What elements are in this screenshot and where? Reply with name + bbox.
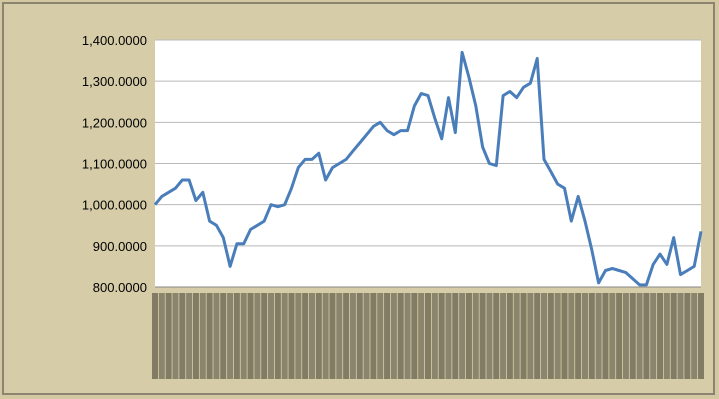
x-tick-label: [452, 293, 459, 379]
x-tick-label: [295, 293, 302, 379]
x-tick-label: [527, 293, 534, 379]
x-tick-label: [506, 293, 513, 379]
x-tick-label: [581, 293, 588, 379]
x-tick-label: [308, 293, 315, 379]
x-tick-label: [254, 293, 261, 379]
x-tick-label: [390, 293, 397, 379]
x-tick-label: [411, 293, 418, 379]
x-tick-label: [165, 293, 172, 379]
x-tick-label: [418, 293, 425, 379]
x-tick-label: [152, 293, 158, 379]
x-tick-label: [541, 293, 548, 379]
x-tick-label: [343, 293, 350, 379]
x-tick-label: [609, 293, 616, 379]
x-tick-label: [315, 293, 322, 379]
x-axis-ticks: [152, 293, 704, 379]
x-tick-label: [622, 293, 629, 379]
x-tick-label: [322, 293, 329, 379]
x-tick-label: [281, 293, 288, 379]
x-tick-label: [268, 293, 275, 379]
x-tick-label: [493, 293, 500, 379]
x-tick-label: [595, 293, 602, 379]
y-tick-label: 1,200.0000: [82, 115, 147, 130]
x-tick-label: [213, 293, 220, 379]
x-tick-label: [691, 293, 698, 379]
x-tick-label: [179, 293, 186, 379]
x-tick-label: [397, 293, 404, 379]
x-tick-label: [377, 293, 384, 379]
x-tick-label: [274, 293, 281, 379]
x-tick-label: [547, 293, 554, 379]
x-tick-label: [677, 293, 684, 379]
series-line: [153, 50, 703, 287]
x-tick-label: [404, 293, 411, 379]
x-tick-label: [192, 293, 199, 379]
x-tick-label: [561, 293, 568, 379]
x-tick-label: [513, 293, 520, 379]
chart-frame: 800.0000 900.0000 1,000.0000 1,100.0000 1,20…: [2, 2, 715, 395]
x-tick-label: [261, 293, 268, 379]
y-tick-label: 800.0000: [93, 280, 147, 295]
y-tick-label: 1,000.0000: [82, 198, 147, 213]
x-tick-label: [575, 293, 582, 379]
x-tick-label: [220, 293, 227, 379]
x-tick-label: [588, 293, 595, 379]
x-tick-label: [636, 293, 643, 379]
x-tick-label: [206, 293, 213, 379]
x-tick-label: [445, 293, 452, 379]
x-tick-label: [602, 293, 609, 379]
x-tick-label: [302, 293, 309, 379]
x-tick-label: [288, 293, 295, 379]
x-tick-label: [520, 293, 527, 379]
x-tick-label: [227, 293, 234, 379]
x-tick-label: [486, 293, 493, 379]
x-tick-label: [363, 293, 370, 379]
x-tick-label: [534, 293, 541, 379]
x-tick-label: [629, 293, 636, 379]
x-tick-label: [199, 293, 206, 379]
x-tick-label: [465, 293, 472, 379]
x-tick-label: [329, 293, 336, 379]
x-tick-label: [643, 293, 650, 379]
x-tick-label: [698, 293, 704, 379]
x-tick-label: [186, 293, 193, 379]
x-tick-label: [663, 293, 670, 379]
x-tick-label: [438, 293, 445, 379]
x-tick-label: [479, 293, 486, 379]
x-tick-label: [657, 293, 664, 379]
x-tick-label: [554, 293, 561, 379]
x-tick-label: [349, 293, 356, 379]
x-tick-label: [616, 293, 623, 379]
y-tick-label: 900.0000: [93, 239, 147, 254]
y-tick-label: 1,100.0000: [82, 157, 147, 172]
y-axis-ticks: 800.0000 900.0000 1,000.0000 1,100.0000 1,20…: [82, 33, 147, 295]
x-tick-label: [233, 293, 240, 379]
line-chart: 800.0000 900.0000 1,000.0000 1,100.0000 1,20…: [82, 33, 704, 379]
y-tick-label: 1,400.0000: [82, 33, 147, 48]
x-tick-label: [356, 293, 363, 379]
x-tick-label: [650, 293, 657, 379]
x-tick-label: [684, 293, 691, 379]
x-tick-label: [240, 293, 247, 379]
gridlines: [155, 39, 701, 288]
x-tick-label: [172, 293, 179, 379]
x-tick-label: [459, 293, 466, 379]
x-tick-label: [670, 293, 677, 379]
x-tick-label: [472, 293, 479, 379]
x-tick-label: [384, 293, 391, 379]
x-tick-label: [568, 293, 575, 379]
x-tick-label: [500, 293, 507, 379]
x-tick-label: [425, 293, 431, 379]
x-tick-label: [247, 293, 254, 379]
x-tick-label: [336, 293, 343, 379]
x-tick-label: [158, 293, 165, 379]
x-tick-label: [431, 293, 438, 379]
y-tick-label: 1,300.0000: [82, 74, 147, 89]
x-tick-label: [370, 293, 377, 379]
